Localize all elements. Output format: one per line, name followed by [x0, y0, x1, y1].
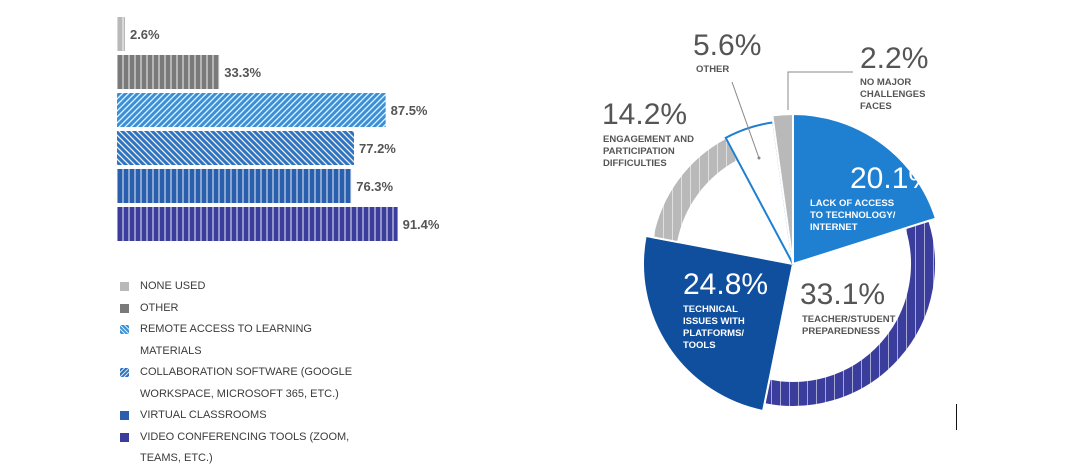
legend-swatch [120, 432, 129, 442]
donut-category-label: NO MAJOR CHALLENGES FACES [860, 77, 925, 112]
legend-item: REMOTE ACCESS TO LEARNING MATERIALS [120, 319, 375, 362]
donut-category-label: TEACHER/STUDENT PREPAREDNESS [802, 314, 896, 337]
bar-value-label: 77.2% [359, 141, 396, 156]
bar-value-label: 33.3% [224, 65, 261, 80]
bar-value-label: 2.6% [130, 27, 160, 42]
bar-1 [117, 17, 125, 51]
bar-chart: 2.6% 33.3% 87.5% 77.2% 76.3% 91.4% [117, 17, 440, 241]
bar-5 [117, 169, 352, 203]
donut-category-label: TECHNICAL ISSUES WITH PLATFORMS/TOOLS [683, 304, 745, 351]
legend-item: VIRTUAL CLASSROOMS [120, 405, 375, 427]
legend-label: VIDEO CONFERENCING TOOLS (ZOOM, TEAMS, E… [140, 430, 350, 465]
bar-3 [117, 93, 386, 127]
legend-swatch [120, 303, 129, 313]
donut-value-label: 24.8% [683, 268, 768, 301]
bar-value-label: 91.4% [403, 217, 440, 232]
donut-category-label: LACK OF ACCESS TO TECHNOLOGY/INTERNET [810, 198, 896, 233]
legend-label: OTHER [140, 301, 179, 314]
legend-item: COLLABORATION SOFTWARE (GOOGLE WORKSPACE… [120, 362, 375, 405]
legend-label: REMOTE ACCESS TO LEARNING MATERIALS [140, 323, 312, 357]
legend-label: COLLABORATION SOFTWARE (GOOGLE WORKSPACE… [140, 366, 353, 400]
legend-label: VIRTUAL CLASSROOMS [140, 409, 267, 421]
legend-item: VIDEO CONFERENCING TOOLS (ZOOM, TEAMS, E… [120, 427, 375, 470]
legend-item: OTHER [120, 298, 375, 320]
legend-swatch [120, 282, 129, 291]
donut-category-label: OTHER [696, 64, 729, 75]
donut-slice-1 [792, 112, 938, 266]
donut-slice-6 [771, 112, 794, 265]
bar-6 [117, 207, 398, 241]
legend-swatch [120, 368, 129, 377]
legend-swatch [120, 411, 129, 420]
donut-value-label: 2.2% [860, 42, 928, 75]
bar-value-label: 76.3% [356, 179, 393, 194]
donut-value-label: 33.1% [800, 278, 885, 311]
leader-line-no-challenges [787, 71, 853, 110]
legend-label: NONE USED [140, 280, 206, 292]
leader-dot-other [757, 156, 761, 160]
legend-item: NONE USED [120, 276, 375, 298]
legend-swatch [120, 325, 129, 334]
donut-category-label: ENGAGEMENT AND PARTICIPATION DIFFICULTIES [603, 134, 694, 169]
bar-value-label: 87.5% [391, 103, 428, 118]
donut-value-label: 20.1% [850, 162, 935, 195]
bar-2 [117, 55, 220, 89]
donut-value-label: 14.2% [602, 98, 687, 131]
leader-line-other [731, 81, 760, 159]
bar-chart-legend: NONE USED OTHER REMOTE ACCESS TO LEARNING … [120, 276, 375, 470]
bar-4 [117, 131, 355, 165]
donut-slice-hole [677, 160, 794, 265]
donut-slice-3 [642, 234, 795, 413]
donut-value-label: 5.6% [693, 29, 761, 62]
corner-divider [956, 404, 957, 430]
donut-chart: 20.1%LACK OF ACCESS TO TECHNOLOGY/INTERNE… [602, 29, 938, 413]
donut-slice-hole [769, 227, 911, 382]
